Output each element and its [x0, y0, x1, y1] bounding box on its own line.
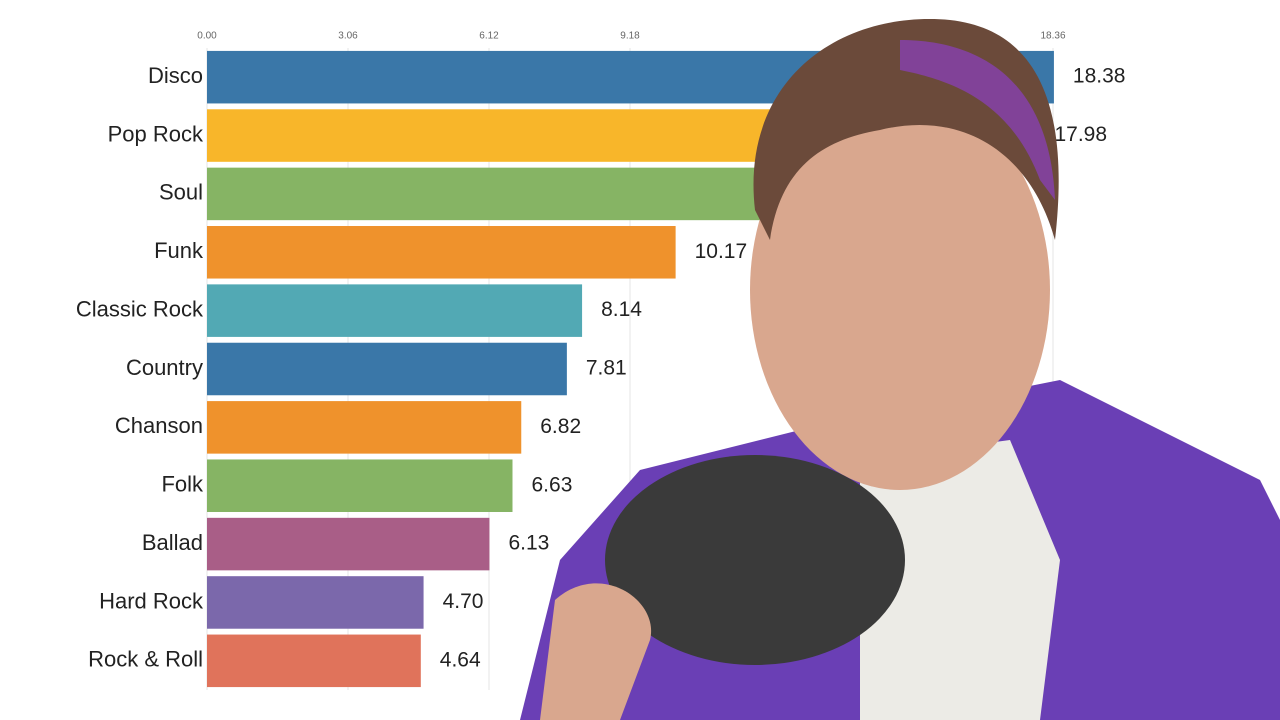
category-label: Pop Rock	[108, 121, 204, 146]
category-label: Funk	[154, 238, 204, 263]
category-label: Soul	[159, 180, 203, 205]
bar	[207, 401, 522, 454]
bar	[207, 634, 421, 688]
x-tick-label: 3.06	[338, 31, 358, 42]
microphone	[605, 455, 905, 665]
x-tick-label: 0.00	[197, 31, 217, 42]
presenter-overlay	[520, 19, 1280, 720]
x-tick-label: 9.18	[620, 31, 640, 42]
value-label: 4.64	[440, 648, 481, 671]
value-label: 10.17	[695, 240, 748, 263]
value-label: 4.70	[443, 590, 484, 613]
value-label: 18.38	[1073, 65, 1126, 88]
bar	[207, 226, 676, 279]
category-label: Folk	[161, 472, 204, 497]
category-label: Chanson	[115, 413, 203, 438]
value-label: 8.14	[601, 298, 642, 321]
category-label: Rock & Roll	[88, 647, 203, 672]
category-label: Ballad	[142, 530, 203, 555]
face	[750, 90, 1050, 490]
hair-tint	[900, 40, 1055, 200]
bar	[207, 517, 490, 571]
x-tick-label: 18.36	[1040, 31, 1065, 42]
value-label: 17.98	[1054, 123, 1107, 146]
value-label: 7.81	[586, 357, 627, 380]
bar	[207, 342, 567, 396]
bar	[207, 459, 513, 512]
value-label: 6.82	[540, 415, 581, 438]
bar	[207, 167, 783, 221]
category-label: Classic Rock	[76, 296, 204, 321]
bar	[207, 576, 424, 629]
hand	[540, 583, 652, 720]
value-label: 6.63	[532, 473, 573, 496]
value-label: 6.13	[508, 532, 549, 555]
bar	[207, 284, 583, 337]
category-label: Country	[126, 355, 203, 380]
shirt	[860, 440, 1060, 720]
category-label: Disco	[148, 63, 203, 88]
x-tick-label: 6.12	[479, 31, 499, 42]
category-label: Hard Rock	[99, 588, 204, 613]
